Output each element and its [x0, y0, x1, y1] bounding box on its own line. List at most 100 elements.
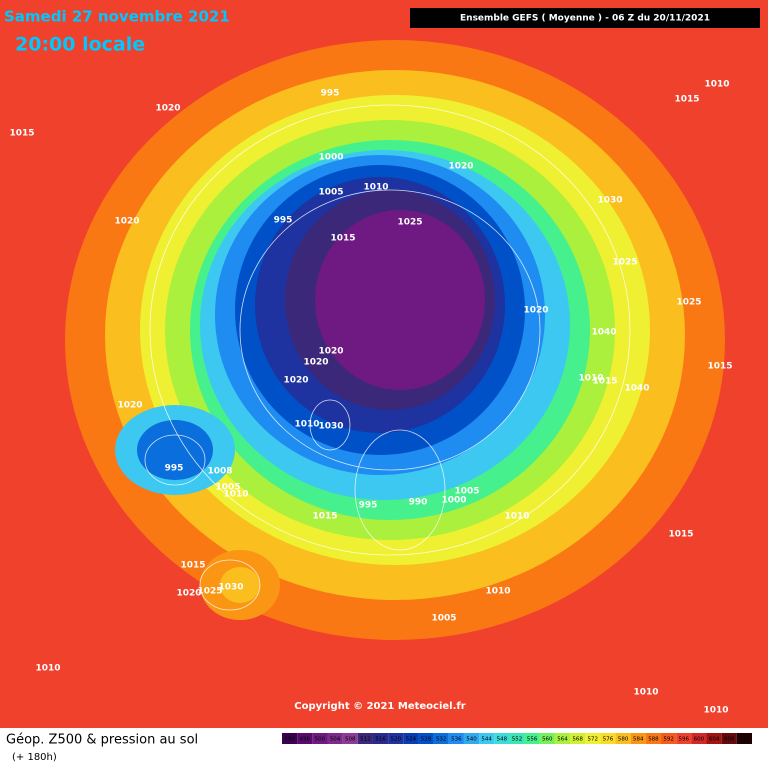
scale-label: 500 — [315, 737, 326, 743]
scale-swatch — [691, 733, 707, 744]
scale-label: 540 — [466, 737, 477, 743]
scale-label: 576 — [603, 737, 614, 743]
isobar-label: 1010 — [704, 80, 729, 90]
scale-label: 584 — [633, 737, 644, 743]
isobar-label: 1015 — [674, 95, 699, 105]
isobar-label: 1030 — [597, 196, 622, 206]
isobar-label: 1000 — [318, 153, 343, 163]
isobar-label: 1025 — [612, 258, 637, 268]
isobar-label: 1030 — [218, 583, 243, 593]
scale-swatch — [661, 733, 677, 744]
model-box — [410, 8, 760, 28]
isobar-label: 1015 — [330, 234, 355, 244]
isobar-label: 995 — [274, 216, 293, 226]
scale-label: 508 — [345, 737, 356, 743]
scale-swatch — [312, 733, 328, 744]
isobar-label: 1010 — [703, 706, 728, 716]
scale-label: 528 — [421, 737, 432, 743]
scale-swatch — [448, 733, 464, 744]
scale-swatch — [539, 733, 555, 744]
scale-swatch — [282, 733, 298, 744]
scale-swatch — [494, 733, 510, 744]
isobar-label: 1005 — [318, 188, 343, 198]
scale-label: 580 — [618, 737, 629, 743]
color-scale: 492 496 500 504 508 512 516 520 524 528 532 536 540 5… — [282, 733, 752, 744]
local-time: 20:00 locale — [15, 34, 145, 56]
isobar-label: 990 — [409, 498, 428, 508]
scale-swatch — [342, 733, 358, 744]
scale-swatch — [388, 733, 404, 744]
isobar-label: 995 — [165, 464, 184, 474]
isobar-label: 1010 — [363, 183, 388, 193]
isobar-label: 1008 — [207, 467, 232, 477]
scale-label: 564 — [557, 737, 568, 743]
scale-label: 544 — [481, 737, 492, 743]
height-field — [0, 0, 768, 728]
isobar-label: 1005 — [215, 483, 240, 493]
isobar-label: 1020 — [176, 589, 201, 599]
scale-label: 604 — [709, 737, 720, 743]
isobar-label: 1010 — [294, 420, 319, 430]
isobar-label: 1010 — [223, 490, 248, 500]
scale-swatch — [403, 733, 419, 744]
isobar-label: 1025 — [676, 298, 701, 308]
scale-label: 520 — [390, 737, 401, 743]
isobar-label: 1010 — [485, 587, 510, 597]
scale-label: 612 — [739, 737, 750, 743]
isobar-label: 1020 — [283, 376, 308, 386]
scale-swatch — [630, 733, 646, 744]
scale-label: 548 — [497, 737, 508, 743]
scale-label: 536 — [451, 737, 462, 743]
scale-label: 504 — [330, 737, 341, 743]
isobar-label: 1005 — [431, 614, 456, 624]
isobar-label: 1015 — [180, 561, 205, 571]
scale-label: 532 — [436, 737, 447, 743]
copyright: Copyright © 2021 Meteociel.fr — [294, 701, 465, 712]
scale-swatch — [418, 733, 434, 744]
footer-title: Géop. Z500 & pression au sol — [6, 733, 198, 748]
isobar-label: 1015 — [312, 512, 337, 522]
scale-label: 512 — [360, 737, 371, 743]
isobar-label: 1010 — [504, 512, 529, 522]
isobar-label: 1020 — [114, 217, 139, 227]
scale-swatch — [463, 733, 480, 744]
scale-label: 516 — [375, 737, 386, 743]
isobar-label: 1015 — [9, 129, 34, 139]
isobar-label: 1015 — [668, 530, 693, 540]
scale-label: 572 — [588, 737, 599, 743]
isobar-label: 1015 — [592, 377, 617, 387]
isobar-label: 1020 — [155, 104, 180, 114]
isobar-label: 1020 — [117, 401, 142, 411]
isobar-label: 1025 — [397, 218, 422, 228]
scale-swatch — [327, 733, 343, 744]
scale-swatch — [600, 733, 616, 744]
scale-swatch — [372, 733, 389, 744]
scale-label: 552 — [512, 737, 523, 743]
isobar-label: 1025 — [197, 587, 222, 597]
scale-label: 600 — [694, 737, 705, 743]
scale-label: 596 — [679, 737, 690, 743]
scale-swatch — [524, 733, 540, 744]
scale-label: 592 — [663, 737, 674, 743]
isobar-label: 1010 — [633, 688, 658, 698]
scale-swatch — [645, 733, 662, 744]
scale-swatch — [570, 733, 586, 744]
isobar-label: 1005 — [454, 487, 479, 497]
isobar-label: 1040 — [624, 384, 649, 394]
scale-label: 524 — [406, 737, 417, 743]
scale-label: 496 — [299, 737, 310, 743]
scale-label: 556 — [527, 737, 538, 743]
date: Samedi 27 novembre 2021 — [4, 8, 230, 26]
isobar-label: 1000 — [441, 496, 466, 506]
scale-swatch — [509, 733, 525, 744]
scale-label: 568 — [572, 737, 583, 743]
scale-swatch — [585, 733, 601, 744]
scale-label: 560 — [542, 737, 553, 743]
scale-label: 492 — [284, 737, 295, 743]
scale-swatch — [736, 733, 752, 744]
isobar-label: 1030 — [318, 422, 343, 432]
isobar-label: 1020 — [303, 358, 328, 368]
scale-swatch — [554, 733, 571, 744]
